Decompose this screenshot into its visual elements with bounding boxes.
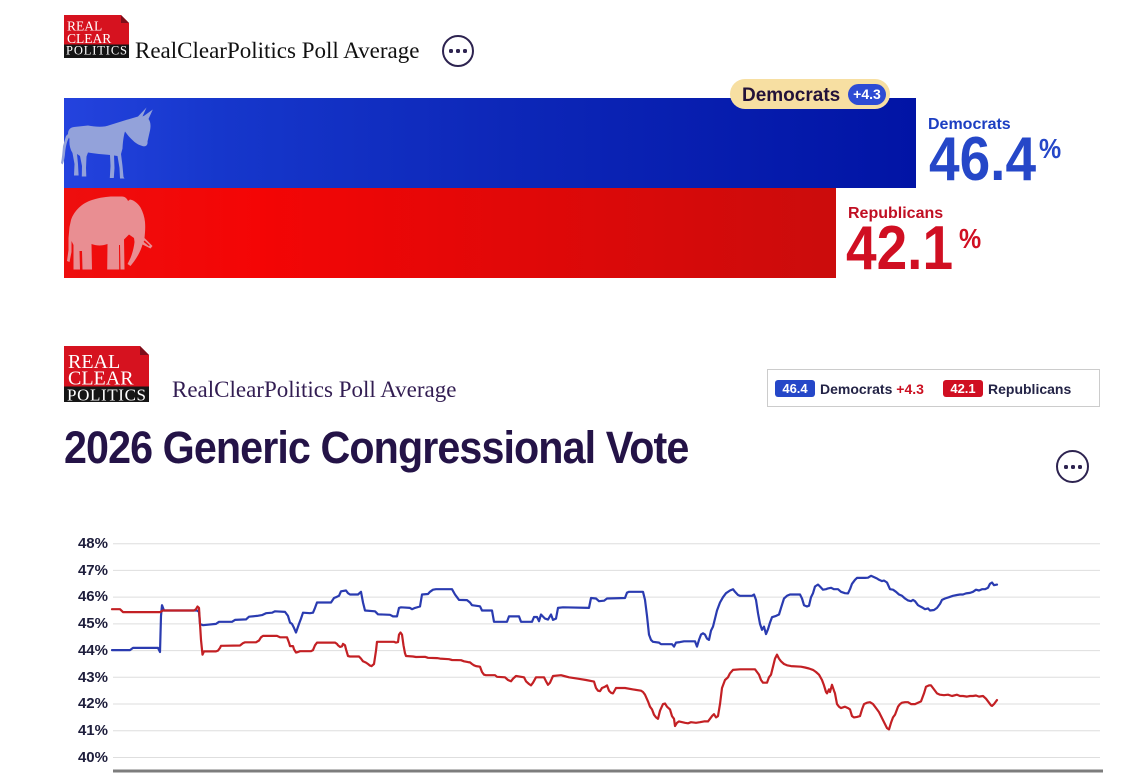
- svg-text:POLITICS: POLITICS: [66, 44, 127, 58]
- svg-text:REAL: REAL: [67, 19, 102, 34]
- svg-text:CLEAR: CLEAR: [68, 368, 134, 390]
- svg-text:CLEAR: CLEAR: [67, 31, 111, 46]
- svg-text:REAL: REAL: [68, 351, 120, 373]
- svg-text:POLITICS: POLITICS: [67, 386, 146, 403]
